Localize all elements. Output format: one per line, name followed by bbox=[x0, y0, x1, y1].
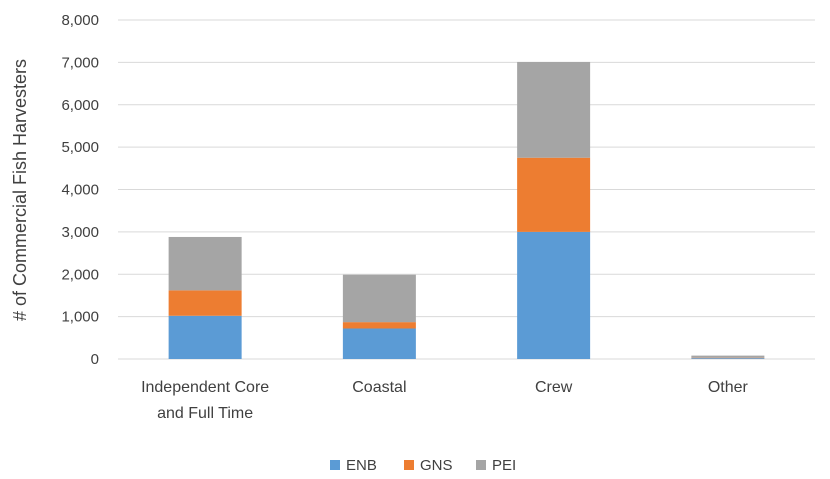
bar-enb bbox=[517, 231, 591, 359]
y-tick-label: 0 bbox=[91, 351, 99, 368]
bar-gns bbox=[168, 290, 242, 316]
bar-pei bbox=[691, 355, 765, 358]
bars bbox=[168, 61, 765, 359]
bar-gns bbox=[517, 157, 591, 232]
bar-pei bbox=[517, 61, 591, 158]
y-tick-label: 3,000 bbox=[61, 224, 99, 241]
legend-swatch-gns bbox=[404, 460, 414, 470]
y-tick-label: 1,000 bbox=[61, 309, 99, 326]
x-axis-categories: Independent Core and Full Time Coastal Crew… bbox=[141, 379, 748, 422]
legend-swatch-pei bbox=[476, 460, 486, 470]
bar-gns bbox=[342, 322, 416, 329]
bar-enb bbox=[691, 358, 765, 359]
y-axis-ticks: 0 1,000 2,000 3,000 4,000 5,000 6,000 7,000 8,00… bbox=[61, 12, 99, 368]
x-category-label: Independent Core bbox=[141, 379, 269, 396]
bar-enb bbox=[342, 328, 416, 359]
y-tick-label: 4,000 bbox=[61, 182, 99, 199]
legend-label-pei: PEI bbox=[492, 457, 516, 474]
y-tick-label: 2,000 bbox=[61, 266, 99, 283]
y-tick-label: 7,000 bbox=[61, 54, 99, 71]
bar-pei bbox=[168, 236, 242, 291]
y-tick-label: 6,000 bbox=[61, 97, 99, 114]
legend-label-gns: GNS bbox=[420, 457, 453, 474]
x-category-label: Coastal bbox=[352, 379, 406, 396]
legend-label-enb: ENB bbox=[346, 457, 377, 474]
x-category-label: Crew bbox=[535, 379, 573, 396]
y-tick-label: 5,000 bbox=[61, 139, 99, 156]
bar-enb bbox=[168, 315, 242, 359]
y-axis-label: # of Commercial Fish Harvesters bbox=[10, 59, 30, 321]
x-category-label: and Full Time bbox=[157, 405, 253, 422]
y-tick-label: 8,000 bbox=[61, 12, 99, 29]
bar-pei bbox=[342, 274, 416, 323]
legend: ENB GNS PEI bbox=[330, 457, 516, 474]
legend-swatch-enb bbox=[330, 460, 340, 470]
x-category-label: Other bbox=[708, 379, 749, 396]
